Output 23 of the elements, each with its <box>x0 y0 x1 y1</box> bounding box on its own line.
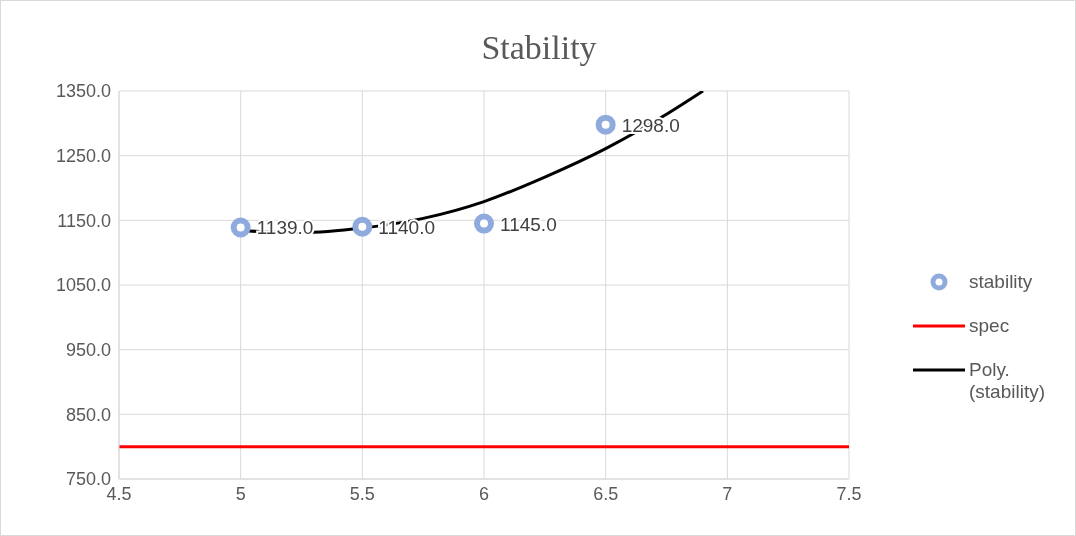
y-tick-label: 750.0 <box>65 469 111 490</box>
legend-label: spec <box>969 315 1010 337</box>
x-tick-label: 5.5 <box>349 483 375 504</box>
x-tick-label: 6.5 <box>593 483 619 504</box>
legend-label: Poly. (stability) <box>969 359 1046 403</box>
data-label: 1145.0 <box>500 213 557 235</box>
y-tick-label: 1150.0 <box>57 210 111 231</box>
point <box>474 213 494 234</box>
x-tick-label: 6 <box>478 483 490 504</box>
x-tick-label: 5 <box>235 483 246 504</box>
y-tick-label: 1250.0 <box>55 146 111 167</box>
x-tick-label: 7.5 <box>836 483 862 504</box>
x-tick-label: 7 <box>722 483 733 504</box>
point <box>595 114 616 135</box>
y-tick-label: 950.0 <box>65 340 111 361</box>
chart-title: Stability <box>480 29 598 67</box>
y-tick-label: 1350.0 <box>55 81 111 102</box>
point <box>352 216 373 237</box>
y-tick-label: 850.0 <box>65 404 111 425</box>
y-tick-label: 1050.0 <box>55 275 111 296</box>
legend-label: stability <box>969 271 1033 293</box>
data-label: 1140.0 <box>378 216 436 238</box>
point <box>230 217 251 238</box>
